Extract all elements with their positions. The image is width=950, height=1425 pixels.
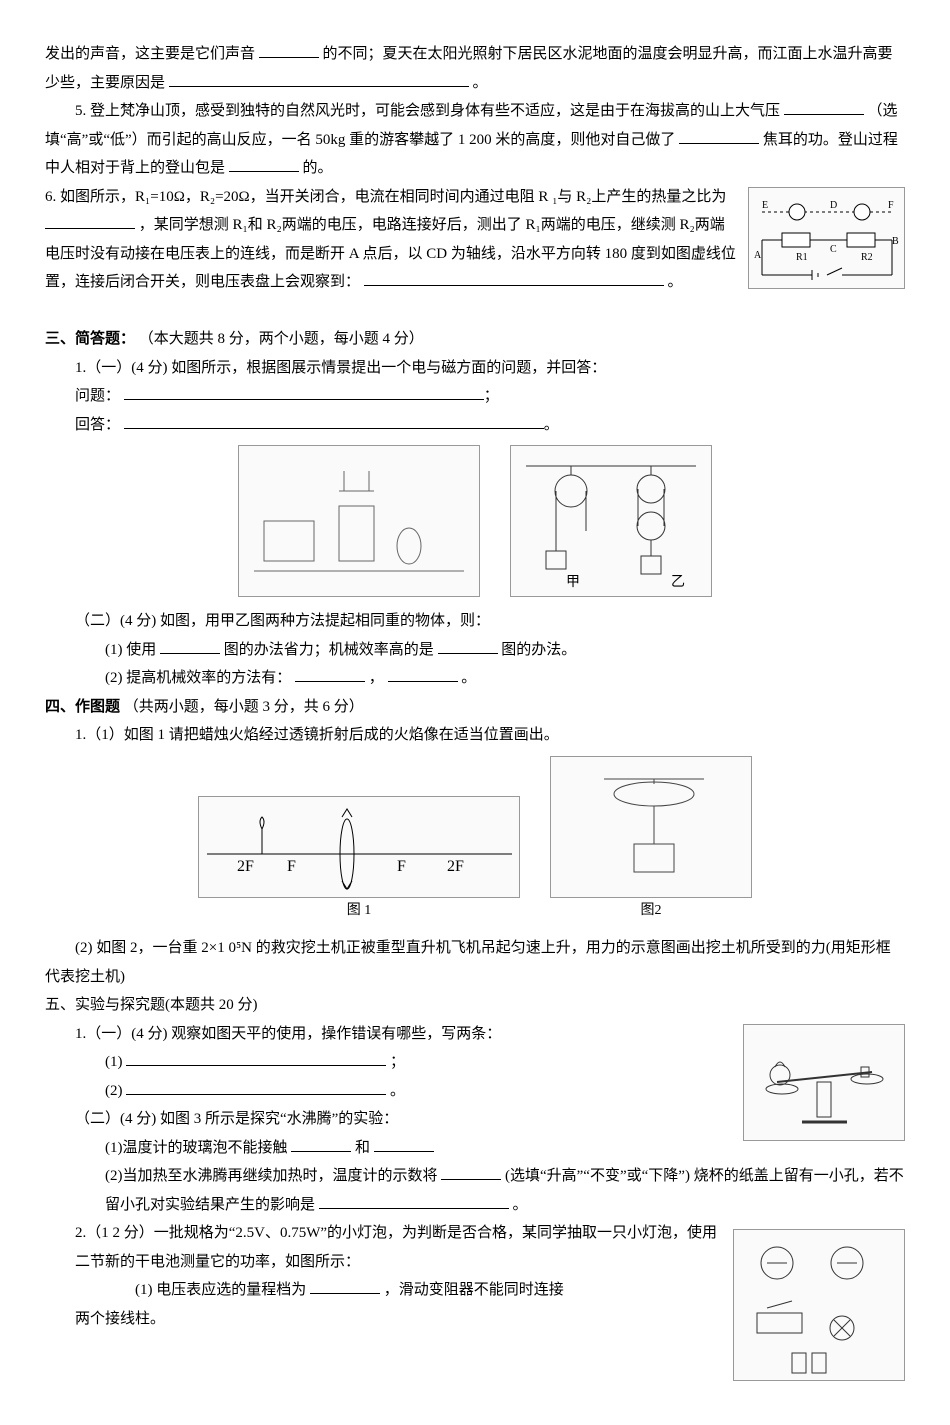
label: (2) <box>105 1083 123 1099</box>
svg-text:E: E <box>762 200 768 211</box>
blank[interactable] <box>441 1164 501 1180</box>
svg-text:F: F <box>888 200 894 211</box>
svg-text:F: F <box>287 858 296 875</box>
heading: 五、实验与探究题(本题共 20 分) <box>45 997 258 1013</box>
section-4-head: 四、作图题 （共两小题，每小题 3 分，共 6 分） <box>45 693 905 722</box>
text: 。 <box>513 1197 528 1213</box>
svg-text:乙: 乙 <box>671 574 685 590</box>
text: 。 <box>668 274 683 290</box>
figure-balance <box>743 1024 905 1141</box>
heading: 三、简答题： <box>45 331 135 347</box>
text: 的。 <box>303 160 333 176</box>
s3-figures: 甲 乙 <box>45 445 905 597</box>
s4-figures: 2F F F 2F 图 1 图2 <box>45 756 905 925</box>
svg-text:B: B <box>892 236 899 247</box>
blank[interactable] <box>364 270 664 286</box>
svg-text:R2: R2 <box>861 252 873 263</box>
text: ； <box>390 1054 405 1070</box>
circuit-svg: R1 R2 C E D F A B <box>752 190 902 285</box>
caption: 图 1 <box>198 898 520 925</box>
figure-1-wrap: 2F F F 2F 图 1 <box>198 796 520 925</box>
text: 1.（1）如图 1 请把蜡烛火焰经过透镜折射后成的火焰像在适当位置画出。 <box>75 727 559 743</box>
s3-q2: （二）(4 分) 如图，用甲乙图两种方法提起相同重的物体，则： (1) 使用 图… <box>45 607 905 693</box>
section-5-head: 五、实验与探究题(本题共 20 分) <box>45 991 905 1020</box>
text: ， <box>369 670 384 686</box>
blank[interactable] <box>126 1079 386 1095</box>
text: 5. 登上梵净山顶，感受到独特的自然风光时，可能会感到身体有些不适应，这是由于在… <box>75 103 780 119</box>
blank[interactable] <box>438 638 498 654</box>
s5-q1: 1.（一）(4 分) 观察如图天平的使用，操作错误有哪些，写两条： (1) ； … <box>45 1020 905 1220</box>
blank[interactable] <box>310 1278 380 1294</box>
s5-q2: 2.（1 2 分）一批规格为“2.5V、0.75W”的小灯泡，为判断是否合格，某… <box>45 1219 905 1385</box>
caption: 图2 <box>550 898 752 925</box>
blank[interactable] <box>45 213 135 229</box>
blank[interactable] <box>295 666 365 682</box>
text: 6. 如图所示，R₁=10Ω，R₂=20Ω，当开关闭合，电流在相同时间内通过电阻… <box>45 189 726 205</box>
text: （本大题共 8 分，两个小题，每小题 4 分） <box>139 331 424 347</box>
text: 两个接线柱。 <box>75 1311 165 1327</box>
text: （二）(4 分) 如图，用甲乙图两种方法提起相同重的物体，则： <box>75 607 905 636</box>
label: 问题： <box>75 388 120 404</box>
blank[interactable] <box>259 42 319 58</box>
text: 。 <box>390 1083 405 1099</box>
blank[interactable] <box>169 71 469 87</box>
svg-text:C: C <box>830 244 837 255</box>
heading: 四、作图题 <box>45 699 120 715</box>
top-paragraph: 发出的声音，这主要是它们声音 的不同；夏天在太阳光照射下居民区水泥地面的温度会明… <box>45 40 905 97</box>
text: (2) 如图 2，一台重 2×1 0⁵N 的救灾挖土机正被重型直升机飞机吊起匀速… <box>45 940 891 985</box>
blank[interactable] <box>679 128 759 144</box>
svg-text:F: F <box>397 858 406 875</box>
blank[interactable] <box>229 156 299 172</box>
svg-text:D: D <box>830 200 837 211</box>
figure-circuit-exp <box>733 1229 905 1381</box>
blank[interactable] <box>160 638 220 654</box>
figure-2-wrap: 图2 <box>550 756 752 925</box>
blank[interactable] <box>126 1050 386 1066</box>
blank[interactable] <box>374 1136 434 1152</box>
text: ，滑动变阻器不能同时连接 <box>384 1282 564 1298</box>
blank[interactable] <box>784 99 864 115</box>
svg-text:甲: 甲 <box>566 575 580 590</box>
text: (2) 提高机械效率的方法有： <box>105 670 291 686</box>
section-3-head: 三、简答题： （本大题共 8 分，两个小题，每小题 4 分） <box>45 325 905 354</box>
s4-q1-2: (2) 如图 2，一台重 2×1 0⁵N 的救灾挖土机正被重型直升机飞机吊起匀速… <box>45 934 905 991</box>
text: 和 <box>355 1140 370 1156</box>
svg-text:2F: 2F <box>237 858 254 875</box>
svg-text:R1: R1 <box>796 252 808 263</box>
s4-q1-lead: 1.（1）如图 1 请把蜡烛火焰经过透镜折射后成的火焰像在适当位置画出。 <box>45 721 905 750</box>
blank[interactable] <box>124 384 484 400</box>
text: 发出的声音，这主要是它们声音 <box>45 46 255 62</box>
text: 图的办法。 <box>501 642 576 658</box>
label: 回答： <box>75 417 120 433</box>
blank[interactable] <box>124 413 544 429</box>
text: 。 <box>473 75 488 91</box>
label: (1) <box>105 1054 123 1070</box>
figure-lens: 2F F F 2F <box>198 796 520 898</box>
question-6: R1 R2 C E D F A B 6. 如图所示，R₁=10Ω，R₂=20Ω，… <box>45 183 905 297</box>
text: (1) 电压表应选的量程档为 <box>135 1282 306 1298</box>
text: 1.（一）(4 分) 如图所示，根据图展示情景提出一个电与磁方面的问题，并回答： <box>75 354 905 383</box>
text: (1)温度计的玻璃泡不能接触 <box>105 1140 288 1156</box>
text: (2)当加热至水沸腾再继续加热时，温度计的示数将 <box>105 1168 438 1184</box>
blank[interactable] <box>319 1193 509 1209</box>
question-5: 5. 登上梵净山顶，感受到独特的自然风光时，可能会感到身体有些不适应，这是由于在… <box>45 97 905 183</box>
text: 。 <box>461 670 476 686</box>
blank[interactable] <box>291 1136 351 1152</box>
svg-text:2F: 2F <box>447 858 464 875</box>
s3-q1: 1.（一）(4 分) 如图所示，根据图展示情景提出一个电与磁方面的问题，并回答：… <box>45 354 905 440</box>
figure-helicopter <box>550 756 752 898</box>
text: （共两小题，每小题 3 分，共 6 分） <box>124 699 364 715</box>
figure-em <box>238 445 480 597</box>
text: 图的办法省力；机械效率高的是 <box>224 642 434 658</box>
blank[interactable] <box>388 666 458 682</box>
figure-pulley: 甲 乙 <box>510 445 712 597</box>
circuit-diagram: R1 R2 C E D F A B <box>748 187 905 289</box>
text: (1) 使用 <box>105 642 156 658</box>
svg-text:A: A <box>754 250 762 261</box>
